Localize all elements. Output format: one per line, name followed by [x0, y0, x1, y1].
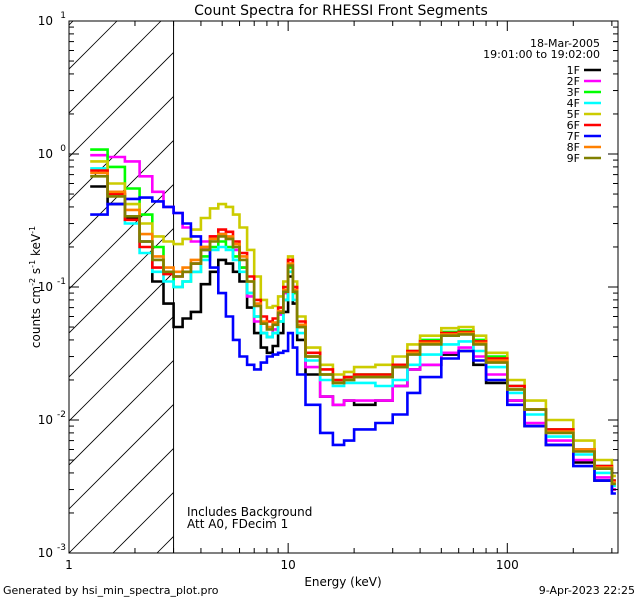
chart-title: Count Spectra for RHESSI Front Segments: [194, 3, 488, 19]
y-tick-labels: 10 -3 10 -2 10 -1 10 0 10 1: [38, 11, 67, 560]
series-line-9F: [90, 175, 616, 486]
series-line-1F: [90, 185, 616, 491]
time-range-label: 19:01:00 to 19:02:00: [483, 48, 600, 61]
legend-label-3F: 3F: [567, 86, 580, 99]
legend-label-4F: 4F: [567, 97, 580, 110]
hatch-line: [69, 21, 162, 114]
hatch-line: [69, 271, 174, 378]
hatch-line: [69, 95, 174, 202]
hatched-region: [69, 21, 640, 553]
y-tick-exponent: 0: [60, 144, 66, 154]
y-tick-label: 10: [38, 546, 53, 560]
hatch-line: [289, 21, 640, 553]
hatch-line: [245, 21, 640, 553]
legend-label-6F: 6F: [567, 119, 580, 132]
legend-label-7F: 7F: [567, 130, 580, 143]
legend-label-9F: 9F: [567, 152, 580, 165]
axis-ticks: [68, 20, 618, 554]
hatch-line: [69, 447, 174, 553]
annotation-attenuator: Att A0, FDecim 1: [187, 517, 288, 531]
y-tick-label: 10: [38, 413, 53, 427]
y-tick-label: 10: [38, 147, 53, 161]
y-tick-exponent: -2: [57, 410, 66, 420]
hatch-line: [69, 403, 174, 510]
series-line-7F: [90, 196, 616, 495]
hatch-line: [69, 359, 174, 466]
x-axis-label: Energy (keV): [304, 575, 381, 589]
y-tick-exponent: -1: [57, 277, 66, 287]
y-axis-label: counts cm-2 s-1 keV-1: [28, 226, 43, 348]
x-tick-labels: 1 10 100: [65, 558, 519, 572]
x-tick-label: 10: [281, 558, 296, 572]
footer-timestamp: 9-Apr-2023 22:25: [539, 584, 635, 597]
annotation-background: Includes Background: [187, 505, 312, 519]
hatch-line: [69, 21, 118, 70]
legend-label-1F: 1F: [567, 64, 580, 77]
y-tick-exponent: 1: [60, 11, 66, 21]
series-line-4F: [90, 167, 616, 488]
date-label: 18-Mar-2005: [530, 37, 600, 50]
y-tick-label: 10: [38, 280, 53, 294]
series-layer: [90, 148, 616, 495]
plot-frame: [68, 20, 619, 554]
x-tick-label: 100: [496, 558, 519, 572]
hatch-line: [69, 51, 174, 158]
footer-generated-by: Generated by hsi_min_spectra_plot.pro: [3, 584, 219, 597]
legend-label-8F: 8F: [567, 141, 580, 154]
hatch-line: [69, 227, 174, 334]
y-tick-exponent: -3: [57, 543, 66, 553]
hatch-line: [112, 491, 174, 553]
legend-label-5F: 5F: [567, 108, 580, 121]
x-tick-label: 1: [65, 558, 73, 572]
legend-label-2F: 2F: [567, 75, 580, 88]
y-tick-label: 10: [38, 14, 53, 28]
